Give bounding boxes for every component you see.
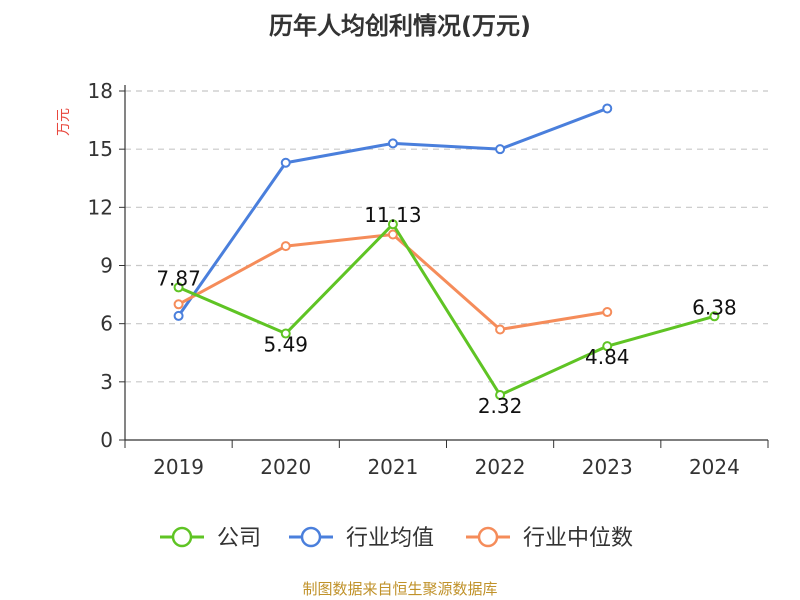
legend-label-1: 行业均值 — [346, 526, 434, 551]
data-label-2023: 4.84 — [585, 345, 630, 369]
legend-swatch-marker-1 — [300, 526, 322, 548]
series-1-point-2019 — [173, 310, 184, 321]
legend-item-2[interactable]: 行业中位数 — [466, 526, 633, 551]
series-0-point-2019 — [173, 282, 184, 293]
series-0-point-2022 — [495, 390, 506, 401]
y-tick-label-9: 9 — [100, 254, 113, 278]
series-2-point-2020 — [280, 241, 291, 252]
data-labels: 7.87 5.49 11.13 2.32 4.84 6.38 — [156, 203, 736, 418]
legend-item-1[interactable]: 行业均值 — [289, 526, 434, 551]
axes: 0 3 6 9 12 15 18 2019 2020 2021 2022 2023 2024 — [88, 79, 769, 479]
x-tick-label-2024: 2024 — [689, 455, 740, 479]
grid-lines — [125, 90, 768, 383]
series-2-point-2022 — [495, 324, 506, 335]
legend-label-2: 行业中位数 — [523, 526, 633, 551]
series-0-point-2023 — [602, 341, 613, 352]
legend[interactable]: 公司 行业均值 行业中位数 — [160, 526, 633, 551]
x-tick-label-2019: 2019 — [153, 455, 204, 479]
legend-item-0[interactable]: 公司 — [160, 526, 261, 551]
y-tick-label-0: 0 — [100, 428, 113, 452]
y-tick-label-3: 3 — [100, 370, 113, 394]
series-layer — [173, 103, 720, 401]
series-0-point-2021 — [387, 219, 398, 230]
y-tick-label-18: 18 — [88, 79, 113, 103]
y-tick-label-15: 15 — [88, 137, 113, 161]
y-axis-label: 万元 — [56, 108, 72, 136]
series-2-point-2019 — [173, 299, 184, 310]
source-note: 制图数据来自恒生聚源数据库 — [302, 580, 498, 598]
x-tick-label-2020: 2020 — [260, 455, 311, 479]
series-1-point-2023 — [602, 103, 613, 114]
series-line-0 — [177, 222, 715, 397]
y-tick-label-12: 12 — [88, 195, 113, 219]
legend-swatch-marker-0 — [171, 526, 193, 548]
series-1-point-2021 — [387, 138, 398, 149]
legend-label-0: 公司 — [217, 526, 261, 551]
series-0-point-2024 — [709, 311, 720, 322]
series-1-point-2022 — [495, 144, 506, 155]
data-label-2022: 2.32 — [478, 394, 523, 418]
y-tick-label-6: 6 — [100, 312, 113, 336]
data-label-2021: 11.13 — [364, 203, 421, 227]
series-2-point-2021 — [387, 229, 398, 240]
x-tick-label-2022: 2022 — [475, 455, 526, 479]
x-tick-label-2023: 2023 — [582, 455, 633, 479]
x-tick-label-2021: 2021 — [367, 455, 418, 479]
data-label-2024: 6.38 — [692, 295, 737, 319]
data-label-2020: 5.49 — [263, 333, 308, 357]
series-1-point-2020 — [280, 157, 291, 168]
chart-title: 历年人均创利情况(万元) — [269, 12, 531, 40]
series-2-point-2023 — [602, 307, 613, 318]
data-label-2019: 7.87 — [156, 266, 201, 290]
legend-swatch-marker-2 — [477, 526, 499, 548]
series-0-point-2020 — [280, 328, 291, 339]
